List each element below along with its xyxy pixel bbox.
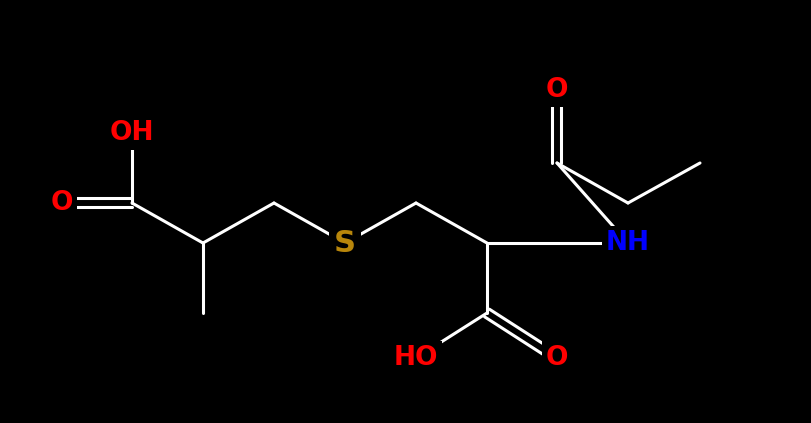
Text: O: O bbox=[50, 190, 73, 216]
Text: HO: HO bbox=[393, 345, 438, 371]
Text: NH: NH bbox=[605, 230, 649, 256]
Text: O: O bbox=[545, 77, 568, 103]
Text: S: S bbox=[333, 228, 355, 258]
Text: OH: OH bbox=[109, 120, 154, 146]
Text: O: O bbox=[545, 345, 568, 371]
